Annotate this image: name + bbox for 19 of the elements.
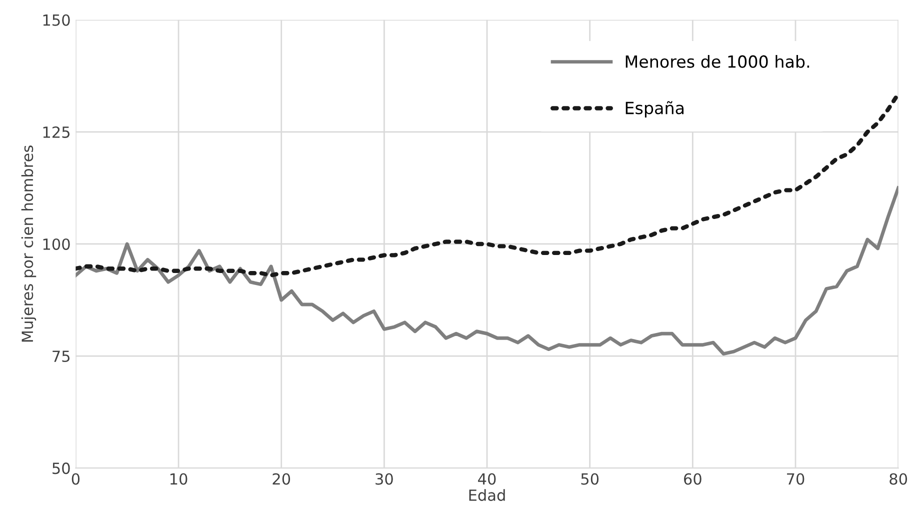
x-tick-label: 60	[684, 473, 702, 485]
y-axis-title: Mujeres por cien hombres	[21, 146, 36, 342]
x-tick-label: 10	[170, 473, 188, 485]
y-tick-label: 50	[52, 462, 70, 474]
y-tick-label: 75	[52, 350, 70, 362]
y-tick-label: 125	[43, 126, 70, 138]
line-series	[76, 186, 898, 356]
x-tick-label: 30	[376, 473, 393, 485]
x-tick-label: 70	[787, 473, 804, 485]
legend-label: España	[626, 101, 684, 118]
y-tick-label: 100	[43, 238, 70, 250]
x-tick-label: 20	[272, 473, 290, 485]
x-tick-label: 0	[72, 473, 80, 485]
x-tick-label: 50	[581, 473, 599, 485]
legend-label: Menores de 1000 hab.	[626, 54, 810, 68]
x-tick-label: 40	[478, 473, 496, 485]
x-tick-label: 80	[890, 473, 908, 485]
x-axis-title: Edad	[469, 489, 505, 501]
y-tick-label: 150	[43, 14, 70, 26]
